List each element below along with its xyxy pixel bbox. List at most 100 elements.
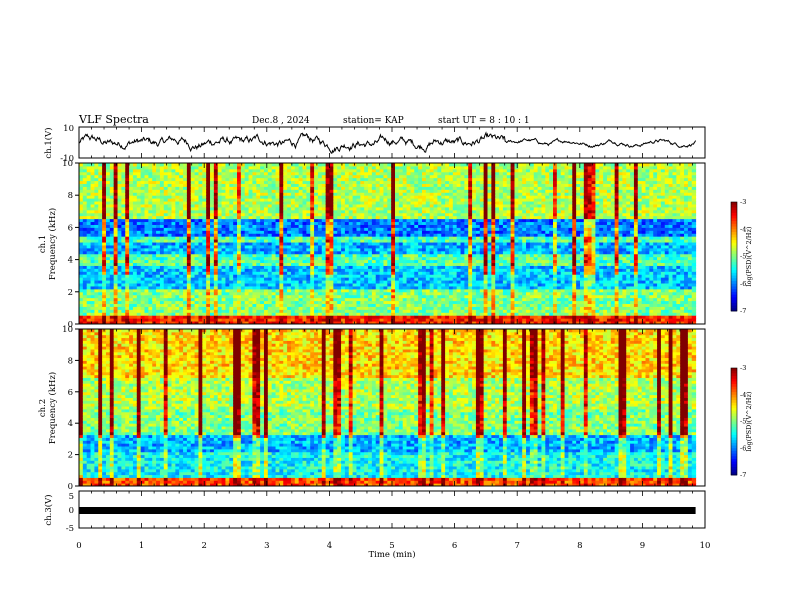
spectrogram-cell-1623 [190, 239, 196, 243]
spectrogram-cell-973 [144, 209, 149, 214]
spectrogram-cell-1371 [171, 171, 176, 176]
spectrogram-cell-767 [129, 168, 134, 173]
spectrogram-cell-1278 [167, 283, 172, 287]
spectrogram-cell-2329 [240, 265, 246, 269]
spectrogram-cell-1731 [198, 244, 203, 249]
spectrogram-cell-131 [86, 259, 92, 264]
spectrogram-cell-1432 [179, 315, 184, 319]
spectrogram-cell-2688 [263, 180, 269, 184]
spectrogram-cell-2163 [229, 268, 234, 272]
spectrogram-cell-59 [82, 309, 88, 313]
spectrogram-cell-4460 [391, 306, 396, 310]
spectrogram-cell-3280 [306, 218, 311, 223]
spectrogram-cell-1892 [210, 256, 215, 261]
spectrogram-cell-992 [148, 315, 153, 319]
spectrogram-cell-4489 [391, 221, 396, 225]
spectrogram-cell-288 [98, 283, 103, 287]
spectrogram-cell-1498 [183, 283, 188, 287]
spectrogram-cell-1465 [179, 218, 184, 223]
spectrogram-cell-4849 [418, 294, 423, 299]
spectrogram-cell-177 [90, 285, 95, 290]
spectrogram-cell-2583 [256, 165, 261, 170]
spectrogram-cell-2993 [287, 253, 292, 258]
spectrogram-cell-914 [140, 221, 146, 225]
spectrogram-cell-891 [140, 288, 146, 293]
spectrogram-cell-1370 [171, 174, 176, 179]
spectrogram-cell-1311 [167, 186, 172, 190]
spectrogram-cell-4091 [364, 259, 369, 264]
spectrogram-cell-4656 [402, 215, 408, 220]
spectrogram-cell-1403 [175, 239, 180, 243]
spectrogram-cell-697 [125, 212, 130, 217]
spectrogram-cell-3290 [306, 189, 311, 193]
spectrogram-cell-234 [94, 280, 99, 284]
spectrogram-cell-4081 [364, 288, 369, 293]
spectrogram-cell-4545 [395, 218, 400, 223]
spectrogram-cell-4838 [414, 165, 419, 170]
spectrogram-cell-653 [121, 180, 126, 184]
spectrogram-cell-2623 [260, 209, 265, 214]
spectrogram-cell-3517 [321, 168, 327, 173]
spectrogram-cell-336 [102, 303, 107, 307]
spectrogram-cell-2196 [229, 171, 234, 176]
spectrogram-cell-2263 [237, 297, 242, 302]
spectrogram-cell-3445 [317, 218, 323, 223]
spectrogram-cell-4449 [387, 177, 392, 182]
spectrogram-cell-3075 [290, 174, 296, 179]
spectrogram-cell-2545 [256, 277, 261, 281]
spectrogram-cell-3385 [314, 233, 319, 237]
spectrogram-cell-1750 [198, 189, 203, 193]
spectrogram-cell-1733 [198, 239, 203, 243]
spectrogram-cell-2695 [267, 321, 273, 325]
spectrogram-cell-1948 [213, 253, 219, 258]
spectrogram-cell-3059 [290, 221, 296, 225]
spectrogram-cell-3359 [314, 309, 319, 313]
spectrogram-cell-4326 [379, 215, 384, 220]
spectrogram-cell-2930 [283, 277, 288, 281]
spectrogram-cell-405 [105, 262, 111, 266]
spectrogram-cell-453 [109, 283, 115, 287]
spectrogram-cell-1982 [217, 315, 223, 319]
spectrogram-cell-34 [79, 221, 84, 225]
station-label: station= KAP [343, 116, 404, 126]
spectrogram-cell-1872 [210, 315, 215, 319]
spectrogram-cell-2257 [237, 315, 242, 319]
spectrogram-cell-1226 [163, 274, 169, 278]
spectrogram-cell-2809 [275, 309, 280, 313]
spectrogram-cell-571 [117, 259, 122, 264]
spectrogram-cell-2873 [279, 283, 284, 287]
spectrogram-cell-4514 [395, 309, 400, 313]
spectrogram-cell-3535 [325, 277, 330, 281]
spectrogram-cell-2489 [252, 280, 257, 284]
spectrogram-cell-1904 [210, 221, 215, 225]
spectrogram-cell-3646 [333, 274, 338, 278]
spectrogram-cell-2913 [279, 165, 284, 170]
spectrogram-cell-4392 [383, 183, 388, 187]
spectrogram-cell-667 [125, 300, 130, 305]
spectrogram-cell-2997 [287, 242, 292, 246]
spectrogram-cell-221 [94, 318, 99, 322]
spectrogram-cell-2074 [221, 206, 226, 211]
spectrogram-cell-3151 [298, 274, 304, 278]
spectrogram-cell-4266 [375, 230, 381, 234]
spectrogram-cell-857 [136, 227, 142, 231]
spectrogram-cell-4458 [391, 312, 396, 316]
spectrogram-cell-763 [129, 180, 134, 184]
spectrogram-cell-4402 [387, 315, 392, 319]
spectrogram-cell-4168 [368, 195, 373, 199]
spectrogram-cell-497 [113, 315, 119, 319]
spectrogram-cell-3326 [310, 244, 315, 249]
spectrogram-cell-1345 [171, 247, 176, 252]
spectrogram-cell-4065 [360, 174, 365, 179]
spectrogram-cell-2009 [217, 236, 223, 240]
spectrogram-cell-2087 [221, 168, 226, 173]
spectrogram-cell-2694 [263, 163, 269, 167]
spectrogram-cell-4053 [360, 209, 365, 214]
spectrogram-cell-222 [94, 315, 99, 319]
spectrogram-cell-3671 [333, 201, 338, 205]
spectrogram-cell-2259 [237, 309, 242, 313]
spectrogram-cell-3524 [325, 309, 330, 313]
spectrogram-cell-2162 [229, 271, 234, 275]
spectrogram-cell-881 [140, 318, 146, 322]
spectrogram-cell-1024 [148, 221, 153, 225]
